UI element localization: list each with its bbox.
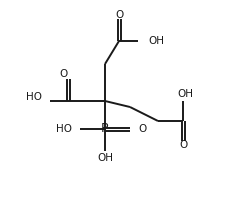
Text: OH: OH [177, 89, 193, 99]
Text: P: P [101, 122, 109, 135]
Text: O: O [179, 140, 187, 150]
Text: OH: OH [97, 153, 113, 163]
Text: O: O [59, 69, 67, 79]
Text: O: O [115, 10, 123, 20]
Text: HO: HO [56, 124, 72, 134]
Text: HO: HO [26, 92, 42, 102]
Text: O: O [138, 124, 146, 134]
Text: OH: OH [148, 36, 164, 46]
